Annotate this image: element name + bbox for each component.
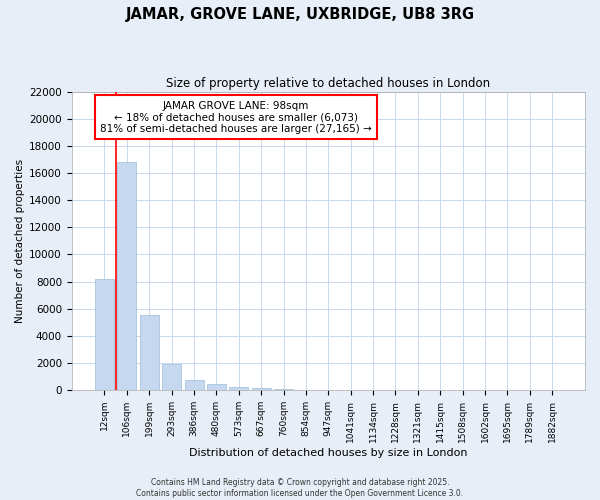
Bar bbox=[95, 279, 114, 390]
Bar bbox=[162, 364, 181, 390]
Bar bbox=[251, 388, 271, 390]
Bar bbox=[229, 386, 248, 390]
Bar bbox=[274, 389, 293, 390]
Bar bbox=[118, 162, 136, 390]
Title: Size of property relative to detached houses in London: Size of property relative to detached ho… bbox=[166, 78, 490, 90]
Text: Contains HM Land Registry data © Crown copyright and database right 2025.
Contai: Contains HM Land Registry data © Crown c… bbox=[136, 478, 464, 498]
Text: JAMAR GROVE LANE: 98sqm
← 18% of detached houses are smaller (6,073)
81% of semi: JAMAR GROVE LANE: 98sqm ← 18% of detache… bbox=[100, 100, 372, 134]
Bar bbox=[140, 316, 159, 390]
X-axis label: Distribution of detached houses by size in London: Distribution of detached houses by size … bbox=[189, 448, 467, 458]
Text: JAMAR, GROVE LANE, UXBRIDGE, UB8 3RG: JAMAR, GROVE LANE, UXBRIDGE, UB8 3RG bbox=[125, 8, 475, 22]
Bar bbox=[207, 384, 226, 390]
Y-axis label: Number of detached properties: Number of detached properties bbox=[15, 159, 25, 323]
Bar bbox=[185, 380, 203, 390]
